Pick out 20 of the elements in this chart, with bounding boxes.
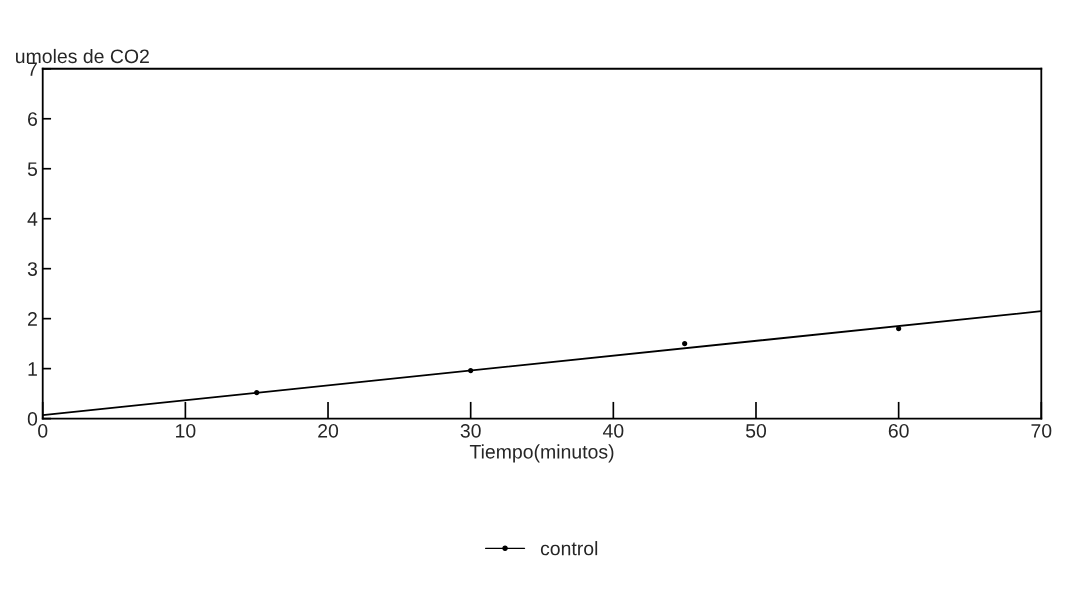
x-tick-label: 50 xyxy=(745,423,767,438)
y-axis-title: umoles de CO2 xyxy=(16,48,149,64)
legend-label: control xyxy=(540,541,598,556)
x-tick-label: 10 xyxy=(176,423,196,438)
y-tick-label: 0 xyxy=(27,412,38,426)
x-tick-label: 20 xyxy=(318,423,339,438)
point xyxy=(682,341,688,347)
x-tick-label: 0 xyxy=(38,423,48,438)
y-tick-label: 2 xyxy=(28,312,37,326)
y-tick-label: 7 xyxy=(28,62,37,76)
x-tick-label: 70 xyxy=(1031,423,1052,438)
y-tick-label: 6 xyxy=(28,112,38,126)
y-tick-label: 3 xyxy=(27,262,38,276)
y-tick-label: 5 xyxy=(27,162,38,176)
x-tick-label: 40 xyxy=(602,423,624,438)
x-tick-label: 60 xyxy=(888,423,909,438)
y-tick-label: 1 xyxy=(28,362,37,376)
x-tick-label: 30 xyxy=(460,423,481,438)
x-axis-title: Tiempo(minutos) xyxy=(469,444,614,463)
y-tick-label: 4 xyxy=(27,212,38,226)
